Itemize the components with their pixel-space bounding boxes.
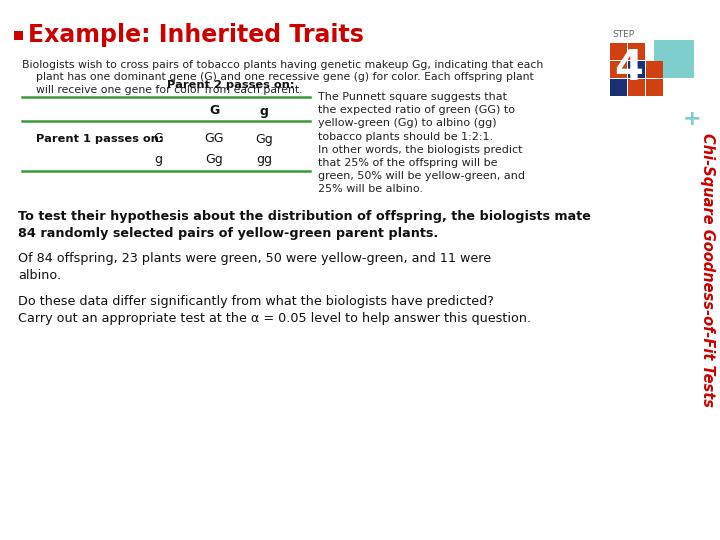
Text: Chi-Square Goodness-of-Fit Tests: Chi-Square Goodness-of-Fit Tests bbox=[700, 133, 714, 407]
Bar bbox=[610, 79, 627, 96]
Text: To test their hypothesis about the distribution of offspring, the biologists mat: To test their hypothesis about the distr… bbox=[18, 210, 591, 223]
Text: albino.: albino. bbox=[18, 269, 61, 282]
Text: Carry out an appropriate test at the α = 0.05 level to help answer this question: Carry out an appropriate test at the α =… bbox=[18, 312, 531, 325]
Text: plant has one dominant gene (G) and one recessive gene (g) for color. Each offsp: plant has one dominant gene (G) and one … bbox=[22, 72, 534, 83]
Text: +: + bbox=[683, 109, 701, 129]
Bar bbox=[610, 43, 627, 60]
Text: Parent 1 passes on:: Parent 1 passes on: bbox=[36, 134, 163, 144]
Text: In other words, the biologists predict: In other words, the biologists predict bbox=[318, 145, 523, 155]
Text: Of 84 offspring, 23 plants were green, 50 were yellow-green, and 11 were: Of 84 offspring, 23 plants were green, 5… bbox=[18, 252, 491, 265]
Text: tobacco plants should be 1:2:1.: tobacco plants should be 1:2:1. bbox=[318, 132, 493, 141]
Text: 4: 4 bbox=[615, 48, 644, 90]
Text: green, 50% will be yellow-green, and: green, 50% will be yellow-green, and bbox=[318, 171, 525, 181]
Bar bbox=[14, 31, 23, 40]
Text: GG: GG bbox=[204, 132, 224, 145]
Text: g: g bbox=[154, 152, 162, 165]
Text: 84 randomly selected pairs of yellow-green parent plants.: 84 randomly selected pairs of yellow-gre… bbox=[18, 227, 438, 240]
Text: The Punnett square suggests that: The Punnett square suggests that bbox=[318, 92, 507, 102]
Text: will receive one gene for color from each parent.: will receive one gene for color from eac… bbox=[22, 85, 302, 95]
Text: 25% will be albino.: 25% will be albino. bbox=[318, 184, 423, 194]
Text: that 25% of the offspring will be: that 25% of the offspring will be bbox=[318, 158, 498, 168]
Text: G: G bbox=[153, 132, 163, 145]
Text: Do these data differ significantly from what the biologists have predicted?: Do these data differ significantly from … bbox=[18, 295, 494, 308]
Bar bbox=[646, 61, 663, 78]
Text: STEP: STEP bbox=[612, 30, 634, 39]
Text: Gg: Gg bbox=[255, 132, 273, 145]
Text: g: g bbox=[260, 105, 269, 118]
Text: Gg: Gg bbox=[205, 152, 223, 165]
Text: gg: gg bbox=[256, 152, 272, 165]
Text: Example: Inherited Traits: Example: Inherited Traits bbox=[28, 23, 364, 47]
Bar bbox=[654, 40, 694, 78]
Text: yellow-green (Gg) to albino (gg): yellow-green (Gg) to albino (gg) bbox=[318, 118, 497, 129]
Bar bbox=[628, 79, 645, 96]
Text: Biologists wish to cross pairs of tobacco plants having genetic makeup Gg, indic: Biologists wish to cross pairs of tobacc… bbox=[22, 60, 544, 70]
Text: the expected ratio of green (GG) to: the expected ratio of green (GG) to bbox=[318, 105, 515, 115]
Bar bbox=[628, 61, 645, 78]
Bar bbox=[646, 79, 663, 96]
Text: Parent 2 passes on:: Parent 2 passes on: bbox=[167, 80, 294, 90]
Bar bbox=[628, 43, 645, 60]
Bar bbox=[610, 61, 627, 78]
Text: G: G bbox=[209, 105, 219, 118]
